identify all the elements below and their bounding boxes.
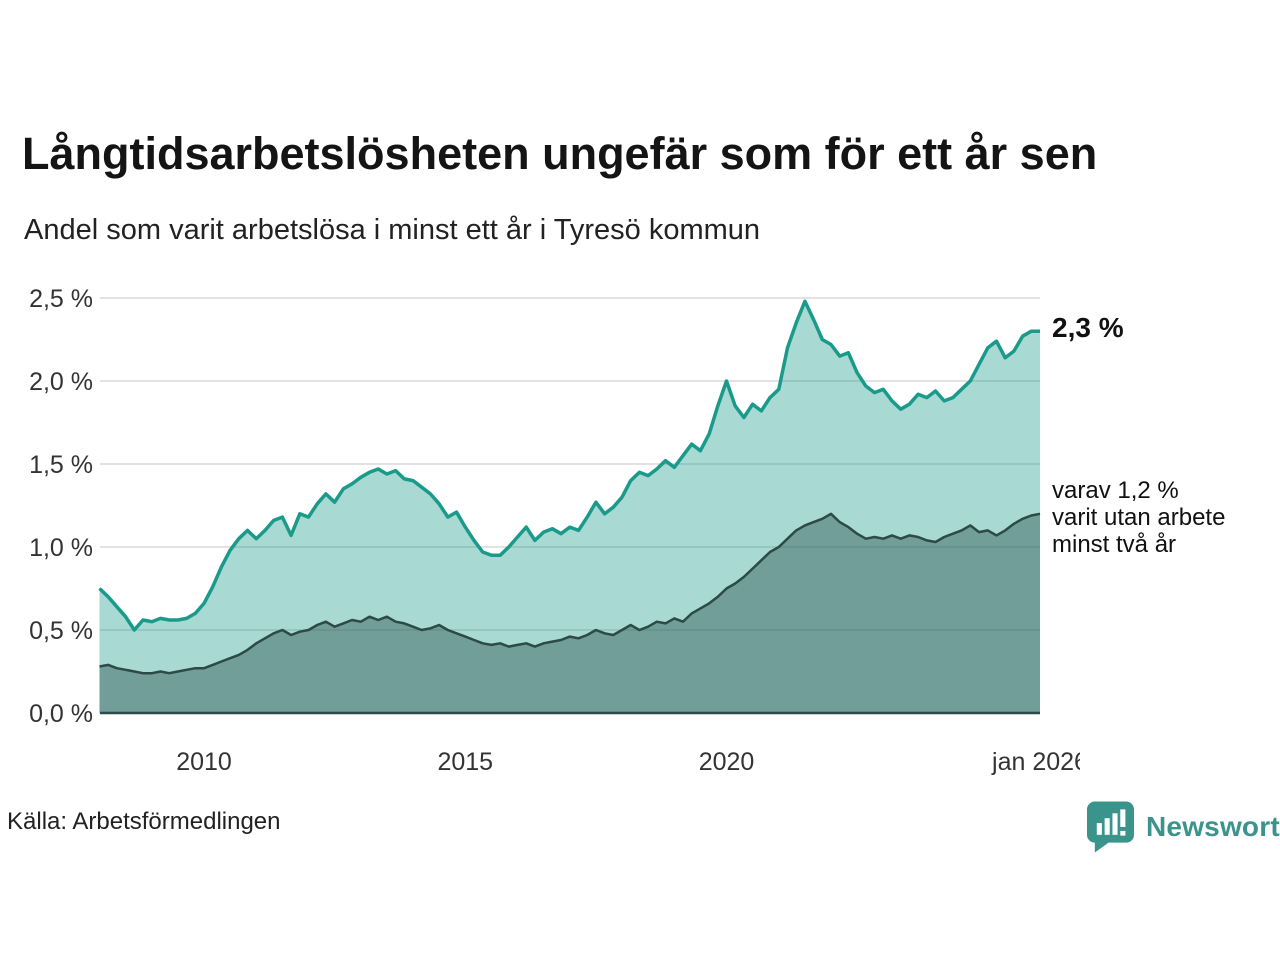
chart-canvas: 2,5 % 2,0 % 1,5 % 1,0 % 0,5 % 0,0 % 2010 2015 20… xyxy=(29,285,1088,776)
svg-text:1,5 %: 1,5 % xyxy=(29,451,93,479)
two-year-note-line1: varav 1,2 % xyxy=(1052,477,1179,504)
two-year-note-line2: varit utan arbete xyxy=(1052,504,1226,531)
svg-text:2,5 %: 2,5 % xyxy=(29,285,93,313)
svg-text:0,5 %: 0,5 % xyxy=(29,617,93,645)
page-subtitle: Andel som varit arbetslösa i minst ett å… xyxy=(24,214,761,246)
two-year-note: varav 1,2 % varit utan arbete minst två … xyxy=(1052,477,1225,558)
svg-text:2015: 2015 xyxy=(437,748,493,776)
two-year-note-line3: minst två år xyxy=(1052,531,1177,558)
svg-text:0,0 %: 0,0 % xyxy=(29,700,93,728)
svg-text:1,0 %: 1,0 % xyxy=(29,534,93,562)
newsworthy-wordmark: Newsworthy xyxy=(1146,811,1280,842)
svg-text:2,0 %: 2,0 % xyxy=(29,368,93,396)
newsworthy-bubble-chart-icon xyxy=(1087,801,1134,853)
latest-value-label: 2,3 % xyxy=(1052,312,1124,343)
svg-text:2010: 2010 xyxy=(176,748,232,776)
page-title: Långtidsarbetslösheten ungefär som för e… xyxy=(22,128,1098,179)
svg-text:jan 2026: jan 2026 xyxy=(991,748,1080,776)
newsworthy-logo: Newsworthy xyxy=(1087,799,1280,855)
svg-text:2020: 2020 xyxy=(699,748,755,776)
source-caption: Källa: Arbetsförmedlingen xyxy=(7,808,281,835)
area-chart: 2,5 % 2,0 % 1,5 % 1,0 % 0,5 % 0,0 % 2010 2015 20… xyxy=(0,270,1088,790)
